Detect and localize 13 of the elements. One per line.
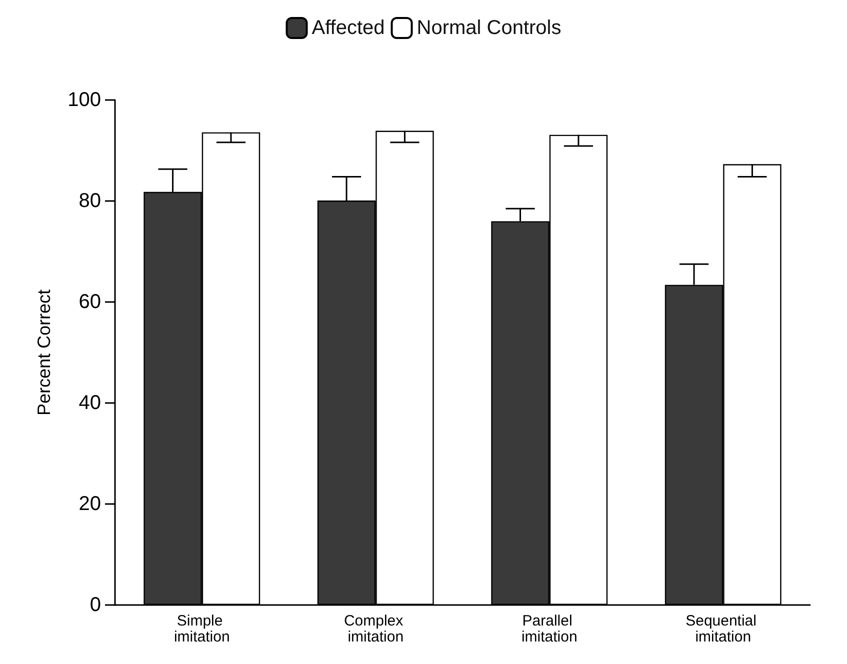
y-tick-label: 80 (78, 190, 101, 212)
y-tick-label: 0 (90, 594, 101, 616)
x-tick-label: Complex imitation (344, 612, 408, 646)
y-tick-label: 60 (78, 291, 101, 313)
legend-label: Affected (312, 17, 385, 39)
x-tick-label: Simple imitation (174, 612, 230, 646)
y-axis-title: Percent Correct (34, 289, 54, 416)
legend-label: Normal Controls (416, 17, 562, 39)
y-tick-label: 20 (78, 493, 101, 515)
y-tick-label: 100 (68, 89, 101, 111)
x-tick-label: Parallel imitation (521, 612, 578, 646)
y-tick-label: 40 (78, 392, 101, 414)
x-tick-label: Sequential imitation (686, 612, 761, 646)
